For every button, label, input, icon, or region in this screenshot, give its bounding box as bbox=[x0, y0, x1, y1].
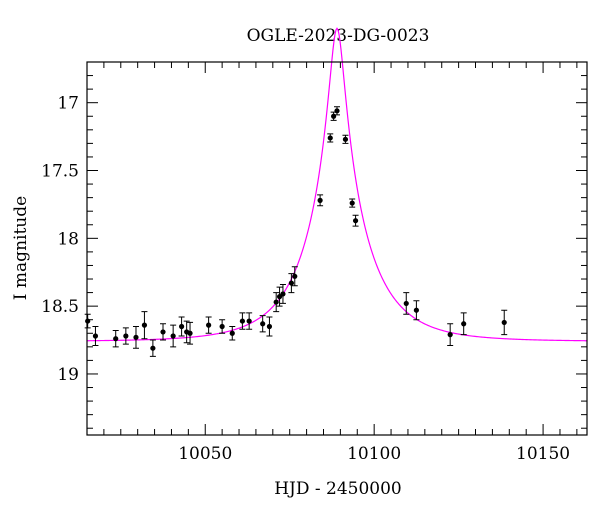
point-marker bbox=[342, 136, 349, 142]
y-tick-label: 18 bbox=[57, 229, 79, 249]
data-point bbox=[141, 311, 148, 340]
data-point bbox=[160, 323, 167, 341]
data-point bbox=[413, 300, 420, 321]
data-point bbox=[273, 292, 280, 313]
data-point bbox=[317, 194, 324, 207]
axis-ticks bbox=[86, 61, 587, 435]
x-axis-label: HJD - 2450000 bbox=[274, 479, 402, 499]
x-tick-label: 10100 bbox=[347, 444, 401, 464]
chart-title: OGLE-2023-DG-0023 bbox=[247, 26, 430, 46]
point-marker bbox=[219, 323, 225, 330]
point-marker bbox=[85, 318, 91, 324]
data-point bbox=[352, 214, 359, 227]
data-point bbox=[330, 111, 337, 121]
data-points bbox=[84, 106, 508, 357]
data-point bbox=[460, 312, 467, 336]
tick-labels: 10050 10100 10150 17 17.5 18 18.5 19 bbox=[41, 94, 570, 464]
data-point bbox=[246, 312, 253, 330]
point-marker bbox=[273, 299, 279, 305]
point-marker bbox=[280, 291, 286, 297]
point-marker bbox=[113, 336, 119, 342]
point-marker bbox=[447, 332, 453, 338]
point-marker bbox=[334, 108, 340, 114]
point-marker bbox=[288, 280, 294, 286]
point-marker bbox=[150, 345, 156, 351]
data-point bbox=[178, 316, 185, 337]
data-point bbox=[92, 325, 99, 346]
data-point bbox=[149, 339, 156, 357]
data-point bbox=[132, 325, 139, 349]
data-point bbox=[501, 309, 508, 336]
point-marker bbox=[403, 300, 409, 307]
data-point bbox=[279, 283, 286, 304]
data-point bbox=[259, 315, 266, 333]
plot-frame bbox=[86, 61, 588, 436]
data-point bbox=[205, 316, 212, 334]
data-point bbox=[239, 312, 246, 330]
point-marker bbox=[349, 200, 355, 206]
data-point bbox=[112, 330, 119, 348]
data-point bbox=[288, 273, 295, 294]
y-axis-label: I magnitude bbox=[11, 196, 31, 300]
y-tick-label: 17.5 bbox=[41, 162, 79, 182]
point-marker bbox=[187, 330, 193, 336]
data-point bbox=[342, 134, 349, 144]
data-point bbox=[349, 198, 356, 208]
point-marker bbox=[327, 135, 333, 141]
point-marker bbox=[229, 330, 235, 336]
data-point bbox=[403, 292, 410, 315]
point-marker bbox=[461, 321, 467, 327]
point-marker bbox=[170, 333, 176, 339]
point-marker bbox=[206, 322, 212, 328]
point-marker bbox=[246, 318, 252, 324]
data-point bbox=[291, 266, 298, 287]
data-point bbox=[170, 324, 177, 348]
data-point bbox=[187, 321, 194, 345]
data-point bbox=[219, 319, 226, 334]
data-point bbox=[447, 323, 454, 346]
point-marker bbox=[266, 323, 273, 330]
data-point bbox=[334, 106, 340, 116]
point-marker bbox=[260, 321, 266, 327]
y-tick-label: 19 bbox=[57, 365, 79, 385]
point-marker bbox=[141, 322, 148, 328]
model-curve bbox=[86, 27, 588, 342]
x-tick-label: 10150 bbox=[516, 444, 570, 464]
point-marker bbox=[178, 323, 185, 330]
data-point bbox=[229, 325, 236, 341]
y-tick-label: 18.5 bbox=[41, 297, 79, 317]
x-tick-label: 10050 bbox=[178, 444, 232, 464]
point-marker bbox=[133, 334, 139, 340]
point-marker bbox=[160, 329, 166, 335]
point-marker bbox=[352, 218, 359, 224]
point-marker bbox=[317, 197, 323, 203]
point-marker bbox=[123, 333, 129, 339]
data-point bbox=[122, 327, 129, 345]
point-marker bbox=[413, 307, 419, 313]
point-marker bbox=[292, 273, 298, 279]
point-marker bbox=[239, 318, 246, 324]
point-marker bbox=[92, 333, 99, 339]
data-point bbox=[327, 133, 334, 143]
data-point bbox=[266, 316, 273, 337]
y-tick-label: 17 bbox=[57, 94, 79, 114]
point-marker bbox=[501, 319, 507, 326]
data-point bbox=[84, 313, 91, 329]
